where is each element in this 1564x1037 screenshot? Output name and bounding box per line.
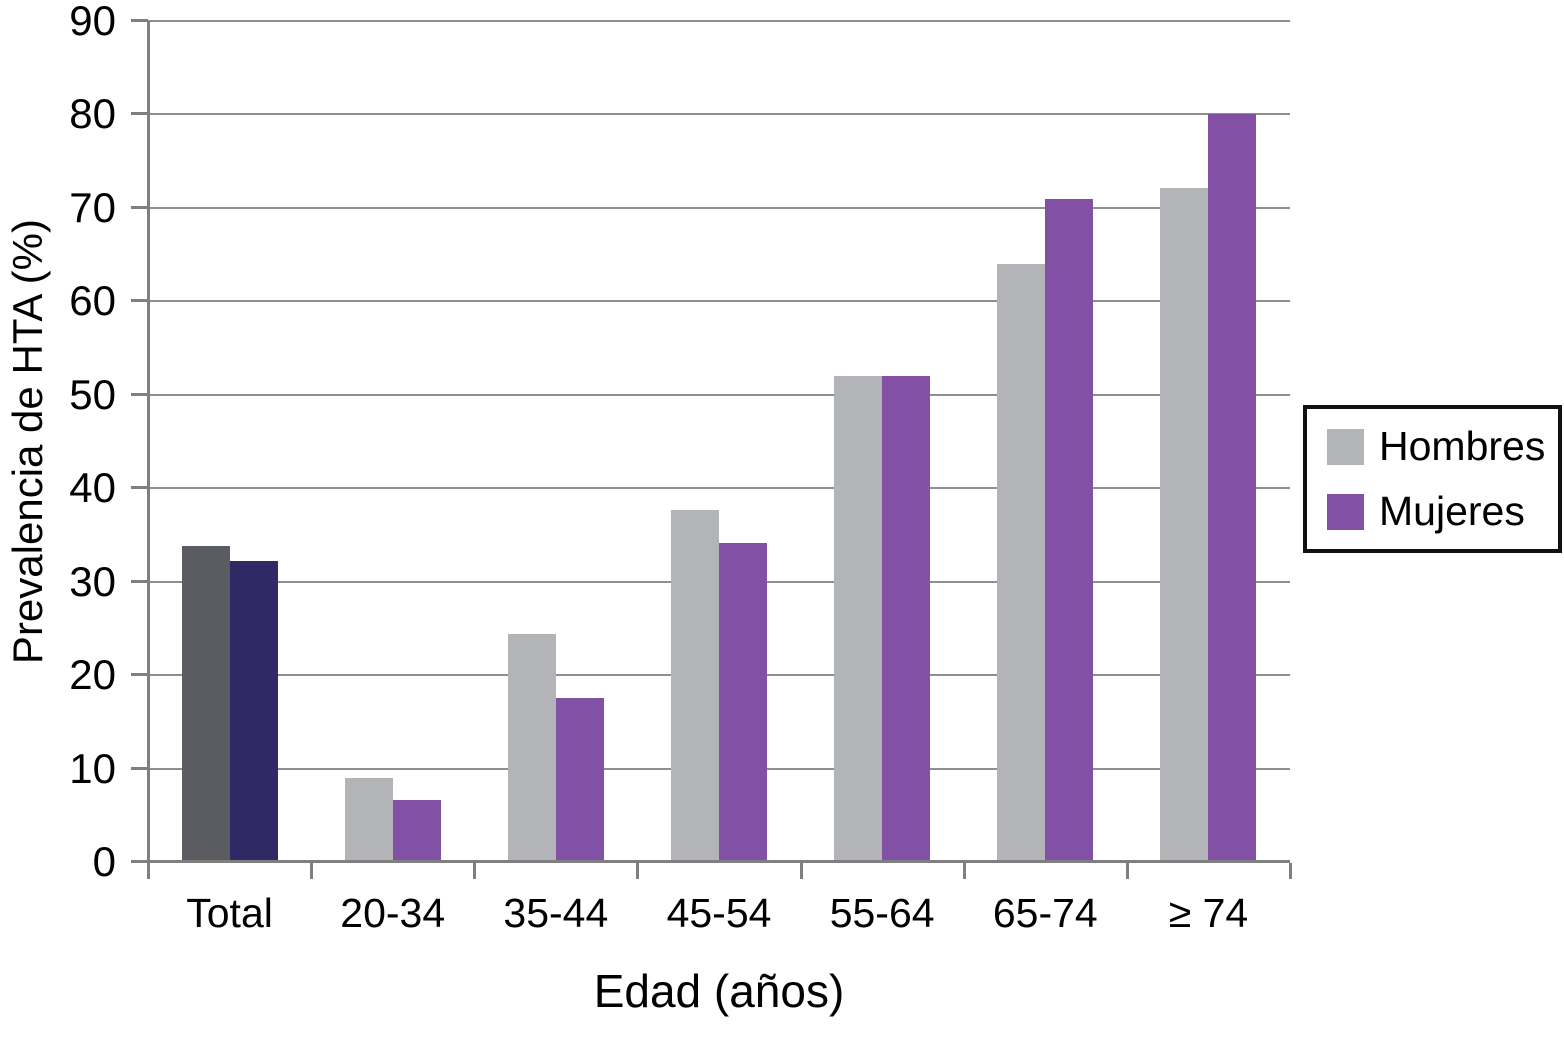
- plot-area: [131, 19, 1292, 879]
- y-tick-label-70: 70: [69, 183, 116, 231]
- bar-hombres-35-44: [507, 634, 556, 862]
- bar-mujeres-≥74: [1208, 114, 1257, 862]
- y-tick-0: [131, 860, 148, 863]
- bar-mujeres-20-34: [392, 800, 441, 862]
- legend-swatch-mujeres: [1327, 493, 1364, 530]
- y-tick-label-50: 50: [69, 370, 116, 418]
- y-axis-tick-labels: 0 10 20 30 40 50 60 70 80 90: [0, 0, 148, 883]
- bar-hombres-≥74: [1160, 188, 1209, 862]
- y-tick-label-40: 40: [69, 464, 116, 512]
- x-tick-label-35-44: 35-44: [503, 890, 609, 936]
- bar-hombres-55-64: [834, 376, 883, 862]
- x-tick-7: [1289, 863, 1292, 879]
- y-tick-label-90: 90: [69, 0, 116, 44]
- bar-mujeres-45-54: [719, 543, 767, 862]
- bar-mujeres-35-44: [555, 697, 604, 862]
- x-axis-tick-labels: Total 20-34 35-44 45-54 55-64 65-74 ≥ 74: [148, 893, 1290, 943]
- x-axis-title: Edad (años): [593, 965, 845, 1017]
- gridline-y-70: [148, 206, 1290, 209]
- x-axis-line: [147, 860, 1290, 863]
- gridline-y-60: [148, 300, 1290, 303]
- y-tick-label-80: 80: [69, 90, 116, 138]
- y-tick-label-20: 20: [69, 651, 116, 699]
- bar-hombres-45-54: [671, 509, 719, 862]
- x-tick-4: [799, 863, 803, 879]
- bar-hombres-65-74: [997, 263, 1046, 862]
- bar-mujeres-55-64: [882, 376, 931, 862]
- x-tick-label-45-54: 45-54: [666, 890, 772, 936]
- y-tick-90: [131, 19, 148, 22]
- bar-hombres-Total: [181, 546, 230, 862]
- y-tick-10: [131, 766, 148, 770]
- gridline-y-50: [148, 393, 1290, 396]
- bar-mujeres-65-74: [1045, 198, 1094, 862]
- x-tick-label-≥74: ≥ 74: [1168, 890, 1249, 936]
- y-tick-label-10: 10: [69, 744, 116, 792]
- x-tick-label-65-74: 65-74: [992, 890, 1098, 936]
- y-tick-40: [131, 486, 148, 490]
- x-tick-2: [473, 863, 477, 879]
- x-tick-5: [962, 863, 966, 879]
- y-tick-30: [131, 579, 148, 583]
- y-tick-70: [131, 205, 148, 209]
- legend-swatch-hombres: [1327, 428, 1364, 465]
- legend: Hombres Mujeres: [1303, 405, 1562, 553]
- gridline-y-40: [148, 487, 1290, 490]
- legend-row-hombres: Hombres: [1327, 426, 1558, 467]
- y-tick-60: [131, 299, 148, 303]
- y-tick-label-30: 30: [69, 557, 116, 605]
- gridline-y-90: [148, 20, 1290, 22]
- legend-row-mujeres: Mujeres: [1327, 491, 1558, 532]
- y-tick-50: [131, 392, 148, 396]
- x-tick-3: [636, 863, 640, 879]
- x-tick-1: [310, 863, 314, 879]
- y-tick-20: [131, 673, 148, 677]
- x-tick-label-55-64: 55-64: [829, 890, 935, 936]
- y-axis-line: [147, 21, 150, 863]
- legend-label-mujeres: Mujeres: [1379, 488, 1525, 534]
- bar-hombres-20-34: [344, 777, 393, 862]
- x-tick-6: [1125, 863, 1129, 879]
- bar-mujeres-Total: [229, 561, 278, 862]
- x-tick-label-Total: Total: [186, 890, 273, 936]
- y-tick-label-60: 60: [69, 277, 116, 325]
- x-tick-label-20-34: 20-34: [340, 890, 446, 936]
- y-tick-80: [131, 112, 148, 116]
- legend-label-hombres: Hombres: [1379, 423, 1546, 469]
- x-tick-0: [147, 863, 150, 879]
- y-tick-label-0: 0: [92, 838, 116, 885]
- gridline-y-80: [148, 113, 1290, 116]
